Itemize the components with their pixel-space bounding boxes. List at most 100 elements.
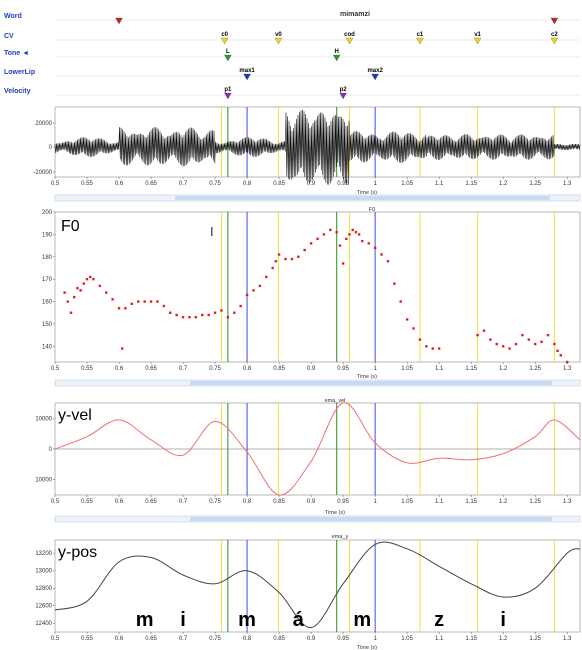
tier-marker[interactable] bbox=[550, 17, 559, 25]
f0-point bbox=[73, 295, 76, 299]
tier-marker[interactable]: H bbox=[332, 49, 341, 62]
segment-label: z bbox=[434, 609, 444, 631]
x-tick-label: 0.85 bbox=[273, 636, 285, 642]
x-tick-label: 0.55 bbox=[81, 366, 93, 372]
marker-label: cod bbox=[344, 32, 355, 38]
f0-point bbox=[226, 316, 230, 319]
marker-label: L bbox=[226, 49, 230, 55]
f0-point bbox=[546, 333, 550, 337]
f0-point bbox=[66, 300, 70, 303]
f0-point bbox=[143, 300, 146, 303]
x-tick-label: 0.9 bbox=[307, 636, 316, 642]
waveform-scrollbar[interactable] bbox=[54, 194, 581, 202]
segment-label: i bbox=[180, 609, 186, 631]
f0-point bbox=[309, 242, 313, 245]
tier-marker[interactable]: c0 bbox=[220, 32, 229, 45]
tier-marker[interactable]: L bbox=[224, 49, 232, 62]
tier-label-word: Word bbox=[4, 13, 22, 20]
f0-point bbox=[274, 260, 278, 263]
x-tick-label: 0.65 bbox=[145, 181, 157, 187]
f0-point bbox=[121, 347, 124, 350]
marker-label: c0 bbox=[221, 32, 228, 38]
x-tick-label: 0.9 bbox=[307, 499, 316, 505]
f0-point bbox=[297, 255, 300, 258]
x-tick-label: 0.8 bbox=[243, 181, 252, 187]
f0-point bbox=[540, 340, 543, 344]
x-tick-label: 0.9 bbox=[307, 366, 316, 372]
f0-point bbox=[316, 237, 319, 241]
waveform-panel: 20000 0 -20000 0.5 0.55 0.6 0.65 0.7 0.75 0.8 0.8… bbox=[33, 106, 581, 202]
x-tick-label: 0.55 bbox=[81, 181, 93, 187]
f0-panel: F0 F0 I 200 190 180 170 160 150 140 0.5 0.55 0.6… bbox=[42, 207, 581, 387]
x-tick-label: 0.5 bbox=[51, 181, 60, 187]
x-tick-label: 1.15 bbox=[465, 366, 477, 372]
marker-triangle-icon bbox=[224, 54, 232, 62]
velocity-panel: ema_vel y-vel 10000 0 10000 0.5 0.55 0.6 0.65… bbox=[35, 398, 581, 523]
x-tick-label: 0.9 bbox=[307, 181, 316, 187]
f0-scrollbar[interactable] bbox=[54, 379, 581, 387]
x-tick-label: 0.6 bbox=[115, 181, 124, 187]
marker-label: max1 bbox=[239, 68, 255, 74]
velocity-scrollbar[interactable] bbox=[54, 515, 581, 523]
x-tick-label: 0.75 bbox=[209, 636, 221, 642]
y-tick-label: -20000 bbox=[33, 170, 52, 176]
tier-marker[interactable]: c1 bbox=[416, 32, 424, 45]
x-tick-label: 1.3 bbox=[563, 499, 572, 505]
f0-point bbox=[188, 316, 191, 319]
f0-point bbox=[495, 342, 498, 346]
tier-marker[interactable]: v1 bbox=[473, 32, 482, 45]
y-tick-label: 13200 bbox=[35, 551, 52, 557]
tier-marker[interactable]: p2 bbox=[339, 87, 348, 100]
tier-marker[interactable]: v0 bbox=[274, 32, 283, 45]
x-tick-label: 0.5 bbox=[51, 366, 60, 372]
f0-point bbox=[290, 257, 294, 261]
y-tick-label: 160 bbox=[42, 300, 53, 306]
x-tick-label: 0.8 bbox=[243, 366, 252, 372]
x-tick-label: 0.85 bbox=[273, 499, 285, 505]
f0-point bbox=[559, 354, 562, 357]
f0-title: F0 bbox=[369, 207, 375, 213]
f0-point bbox=[533, 342, 537, 346]
f0-point bbox=[303, 248, 306, 252]
f0-point bbox=[553, 342, 556, 346]
tier-marker[interactable] bbox=[115, 17, 123, 25]
f0-point bbox=[361, 239, 364, 243]
x-tick-label: 1.1 bbox=[435, 181, 444, 187]
tier-marker[interactable]: max1 bbox=[239, 68, 255, 81]
f0-point bbox=[201, 313, 204, 317]
velocity-curve bbox=[54, 402, 581, 496]
x-tick-label: 1.15 bbox=[465, 499, 477, 505]
f0-point bbox=[508, 347, 511, 350]
y-tick-label: 12400 bbox=[35, 621, 52, 627]
tier-marker[interactable]: cod bbox=[344, 32, 355, 45]
tier-marker[interactable]: p1 bbox=[224, 87, 232, 100]
f0-point bbox=[418, 338, 422, 341]
marker-label: p1 bbox=[224, 87, 232, 93]
f0-point bbox=[85, 277, 89, 281]
x-tick-label: 0.6 bbox=[115, 499, 124, 505]
x-tick-label: 1.3 bbox=[563, 366, 572, 372]
y-tick-label: 180 bbox=[42, 255, 53, 261]
x-tick-label: 0.55 bbox=[81, 636, 93, 642]
f0-point bbox=[239, 304, 242, 308]
tier-marker[interactable]: c2 bbox=[550, 32, 558, 45]
x-tick-label: 0.95 bbox=[337, 366, 349, 372]
x-tick-label: 1.2 bbox=[499, 499, 508, 505]
tier-label-lowerlip: LowerLip bbox=[4, 69, 35, 76]
f0-point bbox=[271, 266, 274, 270]
x-tick-label: 0.7 bbox=[179, 181, 188, 187]
tier-marker[interactable]: max2 bbox=[367, 68, 383, 81]
f0-point bbox=[380, 253, 383, 256]
pos-title: ema_y bbox=[332, 534, 349, 540]
marker-triangle-icon bbox=[220, 37, 229, 45]
f0-big-label: F0 bbox=[61, 218, 80, 235]
f0-point bbox=[482, 329, 486, 332]
tier-row-tone: Tone ◄ L H bbox=[4, 49, 580, 62]
pos-big-label: y-pos bbox=[58, 544, 97, 561]
x-tick-label: 0.65 bbox=[145, 366, 157, 372]
marker-triangle-icon bbox=[416, 37, 424, 45]
f0-point bbox=[277, 253, 281, 256]
text-cursor-icon: I bbox=[210, 224, 214, 239]
marker-triangle-icon bbox=[274, 37, 283, 45]
